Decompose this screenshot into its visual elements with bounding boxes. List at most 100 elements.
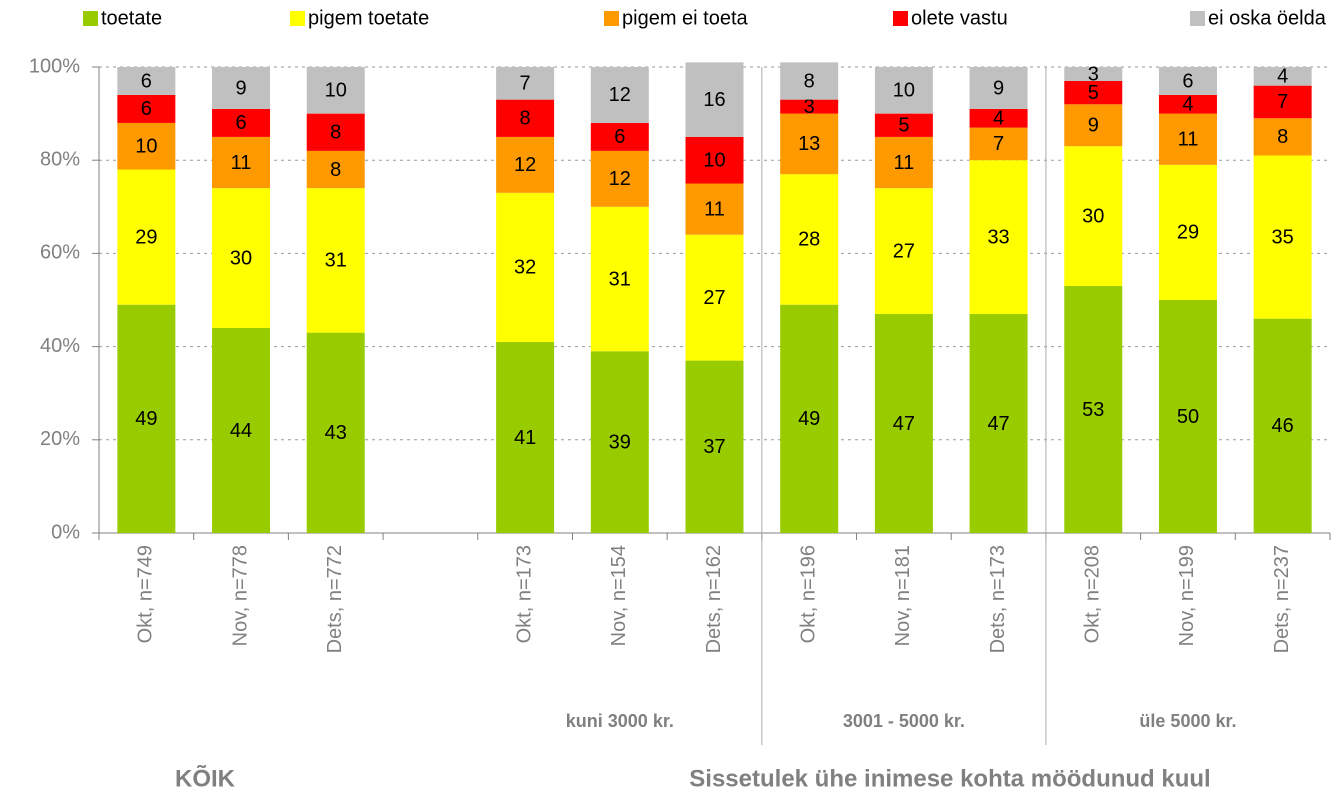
bar-segment [685, 183, 744, 235]
x-tick-label: Dets, n=173 [987, 545, 1009, 653]
data-label: 9 [235, 77, 246, 99]
x-tick-label: Okt, n=196 [797, 545, 819, 643]
data-label: 7 [1277, 91, 1288, 113]
bar-segment [1253, 318, 1312, 533]
y-tick-label: 40% [40, 335, 80, 357]
bar-segment [212, 108, 271, 137]
data-label: 47 [893, 413, 915, 435]
y-tick-label: 80% [40, 148, 80, 170]
data-label: 41 [514, 427, 536, 449]
bar-segment [212, 67, 271, 109]
data-label: 4 [993, 108, 1004, 130]
bar-segment [496, 136, 555, 193]
y-tick-label: 0% [51, 521, 80, 543]
data-label: 7 [993, 133, 1004, 155]
data-label: 4 [1277, 66, 1288, 88]
group-label: üle 5000 kr. [1139, 711, 1236, 731]
bar-segment [496, 341, 555, 533]
data-label: 16 [703, 89, 725, 111]
data-label: 5 [1088, 82, 1099, 104]
data-label: 8 [1277, 126, 1288, 148]
bar-segment [306, 332, 365, 533]
data-label: 30 [230, 247, 252, 269]
bar-segment [306, 67, 365, 114]
data-label: 4 [1182, 94, 1193, 116]
bar-segment [306, 113, 365, 151]
bar-segment [496, 67, 555, 100]
bar-segment [874, 313, 933, 533]
data-label: 43 [325, 422, 347, 444]
data-label: 29 [1177, 222, 1199, 244]
bar-segment [590, 206, 649, 352]
bar-segment [1253, 118, 1312, 156]
data-label: 27 [893, 240, 915, 262]
bar-segment [685, 136, 744, 184]
bar-segment [117, 94, 176, 123]
legend-label: toetate [101, 7, 162, 29]
data-label: 44 [230, 420, 252, 442]
data-label: 37 [703, 436, 725, 458]
data-label: 31 [609, 268, 631, 290]
data-label: 47 [987, 413, 1009, 435]
bar-segment [212, 188, 271, 328]
data-label: 49 [135, 408, 157, 430]
bar-segment [590, 150, 649, 207]
bar-segment [306, 150, 365, 189]
bar-segment [969, 108, 1028, 128]
data-label: 10 [325, 80, 347, 102]
bar-segment [874, 188, 933, 314]
group-label: Sissetulek ühe inimese kohta möödunud ku… [689, 765, 1210, 792]
bar-segment [117, 122, 176, 170]
data-label: 8 [520, 108, 531, 130]
x-tick-label: Okt, n=173 [513, 545, 535, 643]
bar-segment [1158, 67, 1217, 95]
legend-label: ei oska öelda [1208, 7, 1327, 29]
bar-segment [117, 304, 176, 533]
data-label: 12 [514, 154, 536, 176]
data-label: 28 [798, 229, 820, 251]
data-label: 3 [804, 96, 815, 118]
bar-segment [780, 62, 839, 100]
data-label: 12 [609, 84, 631, 106]
x-tick-label: Dets, n=237 [1271, 545, 1293, 653]
bar-segment [1064, 286, 1123, 533]
data-label: 39 [609, 431, 631, 453]
x-tick-label: Dets, n=162 [703, 545, 725, 653]
bar-segment [969, 160, 1028, 314]
x-tick-label: Nov, n=199 [1176, 545, 1198, 646]
bar-segment [969, 313, 1028, 533]
data-label: 9 [993, 77, 1004, 99]
bar-segment [496, 192, 555, 342]
data-label: 29 [135, 226, 157, 248]
data-label: 11 [1178, 129, 1199, 151]
legend-swatch [290, 11, 305, 26]
legend-label: olete vastu [911, 7, 1008, 29]
bar-segment [1064, 67, 1123, 81]
bar-segment [1253, 67, 1312, 86]
group-label: kuni 3000 kr. [566, 711, 674, 731]
legend-swatch [1190, 11, 1205, 26]
data-label: 6 [614, 126, 625, 148]
bar-segment [780, 304, 839, 533]
y-tick-label: 20% [40, 428, 80, 450]
bar-segment [496, 99, 555, 137]
data-label: 6 [141, 70, 152, 92]
bar-segment [685, 360, 744, 533]
x-tick-label: Nov, n=181 [892, 545, 914, 646]
bar-segment [1064, 104, 1123, 147]
x-tick-label: Okt, n=749 [135, 545, 157, 643]
bar-segment [117, 67, 176, 95]
data-label: 11 [231, 152, 252, 174]
data-label: 6 [1182, 70, 1193, 92]
bar-segment [1158, 300, 1217, 533]
data-label: 49 [798, 408, 820, 430]
data-label: 31 [325, 250, 347, 272]
bar-segment [1158, 113, 1217, 165]
data-label: 30 [1082, 205, 1104, 227]
bar-segment [685, 234, 744, 361]
data-label: 11 [704, 198, 725, 220]
data-label: 32 [514, 257, 536, 279]
bar-segment [780, 99, 839, 114]
bar-segment [1158, 94, 1217, 114]
